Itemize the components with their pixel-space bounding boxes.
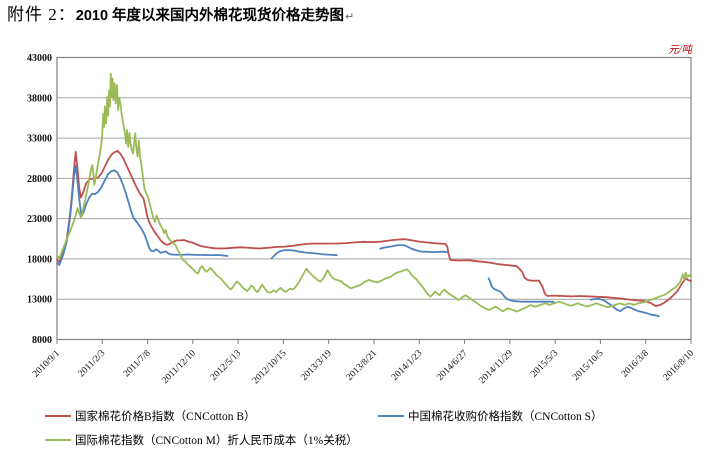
x-axis-label: 2016/8/10	[662, 348, 696, 382]
title-prefix: 附件 2：	[7, 5, 76, 24]
y-axis-label: 33000	[27, 134, 52, 145]
series-line-cncotton-s	[270, 249, 338, 260]
legend-marker-cncotton-m	[45, 438, 71, 442]
series-line-cncotton-s	[487, 277, 555, 303]
x-axis-label: 2014/11/29	[478, 348, 516, 386]
x-axis-label: 2012/10/15	[251, 348, 289, 386]
y-axis-unit-label: 元/吨	[668, 45, 692, 56]
series-line-cncotton-s	[56, 164, 229, 266]
series-line-cncotton-m-rmb	[56, 72, 692, 313]
series-line-cncotton-b	[56, 150, 692, 308]
legend-marker-cncotton-b	[45, 414, 71, 418]
x-axis-label: 2014/1/23	[390, 348, 424, 382]
chart-legend: 国家棉花价格B指数（CNCotton B） 中国棉花收购价格指数（CNCotto…	[45, 408, 603, 448]
y-axis-label: 13000	[27, 295, 52, 306]
series-line-cncotton-s	[379, 244, 449, 254]
y-axis-label: 43000	[27, 53, 52, 64]
y-axis-label: 18000	[27, 254, 52, 265]
legend-item-cncotton-m: 国际棉花指数（CNCotton M）折人民币成本（1%关税）	[45, 432, 378, 448]
x-axis-label: 2014/6/27	[435, 348, 469, 382]
x-axis-label: 2015/5/3	[529, 348, 560, 379]
x-axis-label: 2011/2/3	[77, 348, 108, 379]
legend-item-cncotton-b: 国家棉花价格B指数（CNCotton B）	[45, 408, 378, 424]
legend-item-cncotton-s: 中国棉花收购价格指数（CNCotton S）	[378, 408, 603, 424]
y-axis-label: 28000	[27, 174, 52, 185]
legend-label-cncotton-s: 中国棉花收购价格指数（CNCotton S）	[408, 411, 603, 423]
x-axis-label: 2013/3/19	[300, 348, 334, 382]
x-axis-label: 2010/9/1	[31, 348, 62, 379]
paragraph-mark-icon: ↵	[345, 10, 355, 23]
legend-label-cncotton-b: 国家棉花价格B指数（CNCotton B）	[75, 411, 256, 423]
y-axis-label: 38000	[27, 93, 52, 104]
x-axis-label: 2012/5/13	[209, 348, 243, 382]
series-line-cncotton-s	[589, 297, 660, 318]
page-title: 附件 2：2010 年度以来国内外棉花现货价格走势图↵	[7, 3, 354, 29]
y-axis-label: 8000	[32, 335, 52, 346]
x-axis-label: 2013/8/21	[345, 348, 379, 382]
y-axis-label: 23000	[27, 214, 52, 225]
x-axis-label: 2016/3/8	[620, 348, 651, 379]
title-main: 2010 年度以来国内外棉花现货价格走势图	[75, 8, 345, 24]
x-axis-label: 2011/7/8	[122, 348, 153, 379]
legend-marker-cncotton-s	[378, 414, 404, 418]
legend-label-cncotton-m: 国际棉花指数（CNCotton M）折人民币成本（1%关税）	[75, 435, 358, 447]
x-axis-label: 2015/10/5	[571, 348, 605, 382]
x-axis-label: 2011/12/10	[161, 348, 199, 386]
